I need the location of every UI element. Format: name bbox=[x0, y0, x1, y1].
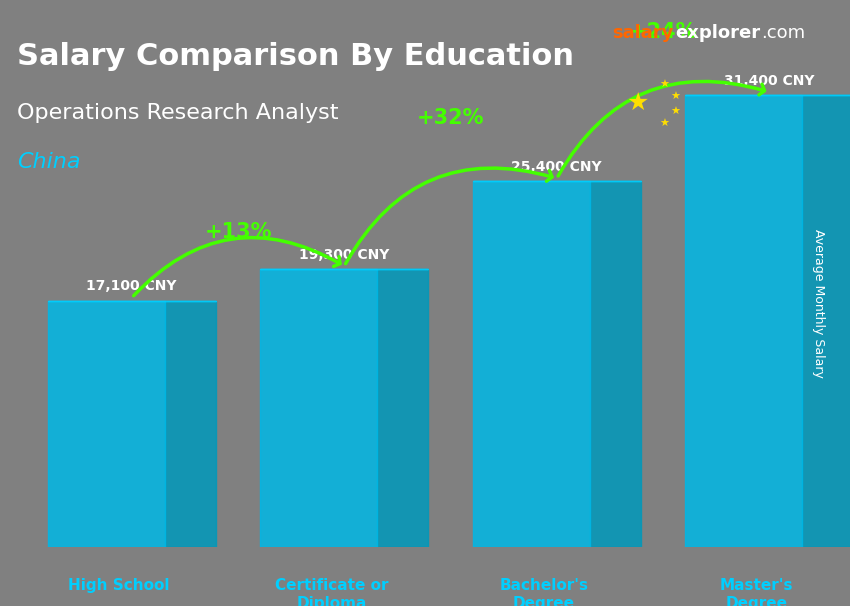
Text: Certificate or
Diploma: Certificate or Diploma bbox=[275, 578, 388, 606]
Text: 25,400 CNY: 25,400 CNY bbox=[512, 160, 602, 174]
Polygon shape bbox=[802, 95, 850, 547]
Bar bbox=[473, 181, 590, 547]
Text: +13%: +13% bbox=[204, 222, 272, 242]
Text: salary: salary bbox=[612, 24, 673, 42]
Polygon shape bbox=[377, 269, 428, 547]
Bar bbox=[260, 269, 377, 547]
Bar bbox=[48, 301, 165, 547]
Text: 19,300 CNY: 19,300 CNY bbox=[299, 248, 389, 262]
Text: +24%: +24% bbox=[629, 22, 697, 42]
Text: explorer: explorer bbox=[676, 24, 761, 42]
Text: Salary Comparison By Education: Salary Comparison By Education bbox=[17, 42, 574, 72]
Text: +32%: +32% bbox=[416, 107, 484, 127]
Bar bbox=[685, 95, 802, 547]
Text: ★: ★ bbox=[670, 92, 680, 102]
Text: .com: .com bbox=[761, 24, 805, 42]
Text: Average Monthly Salary: Average Monthly Salary bbox=[812, 228, 824, 378]
Text: High School: High School bbox=[68, 578, 170, 593]
Polygon shape bbox=[590, 181, 641, 547]
Text: ★: ★ bbox=[670, 107, 680, 117]
Text: Operations Research Analyst: Operations Research Analyst bbox=[17, 103, 338, 123]
Text: Bachelor's
Degree: Bachelor's Degree bbox=[500, 578, 588, 606]
Polygon shape bbox=[165, 301, 216, 547]
Text: ★: ★ bbox=[626, 91, 649, 115]
Text: China: China bbox=[17, 152, 81, 171]
Text: Master's
Degree: Master's Degree bbox=[720, 578, 793, 606]
Text: 31,400 CNY: 31,400 CNY bbox=[724, 74, 814, 88]
Text: 17,100 CNY: 17,100 CNY bbox=[87, 279, 177, 293]
Text: ★: ★ bbox=[660, 80, 670, 90]
Text: ★: ★ bbox=[660, 119, 670, 129]
